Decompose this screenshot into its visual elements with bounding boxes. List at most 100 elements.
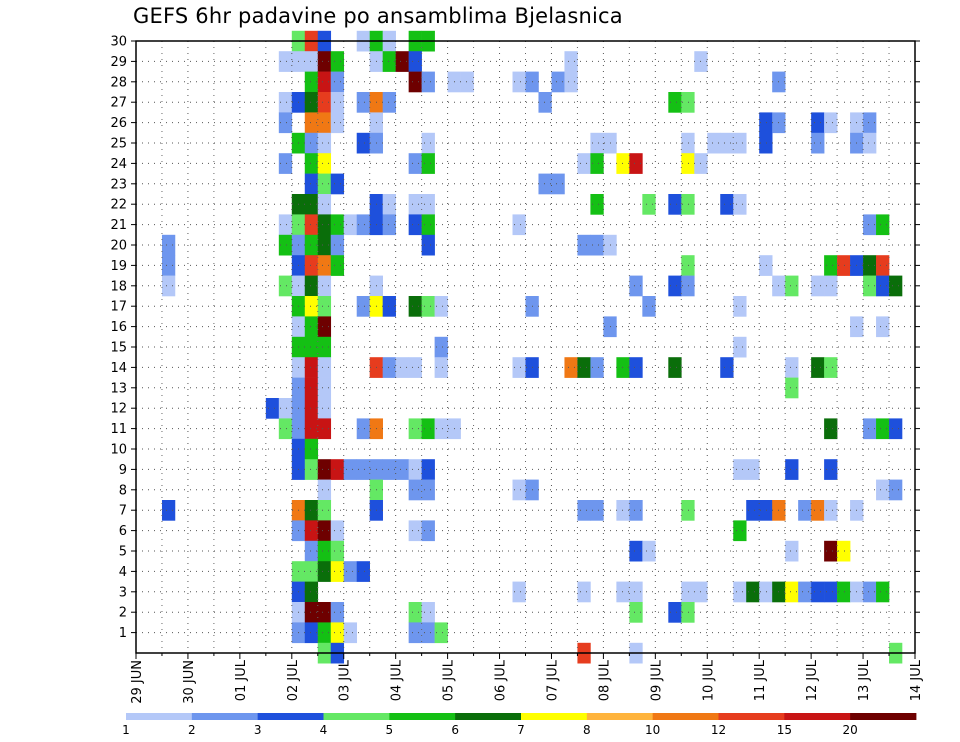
heatmap-cell — [785, 540, 799, 562]
heatmap-cell — [304, 602, 319, 623]
heatmap-cell — [408, 622, 422, 644]
heatmap-cell — [304, 418, 319, 440]
heatmap-cell — [733, 132, 747, 154]
heatmap-cell — [330, 71, 345, 93]
y-tick-label: 30 — [110, 35, 127, 50]
y-tick-label: 11 — [110, 422, 127, 437]
heatmap-cell — [278, 214, 293, 236]
heatmap-cell — [746, 500, 760, 521]
heatmap-cell — [889, 418, 903, 440]
heatmap-cell — [551, 173, 565, 195]
heatmap-cell — [330, 173, 345, 195]
x-tick-label: 05 JUL — [442, 659, 457, 701]
colorbar-label: 2 — [188, 723, 196, 737]
heatmap-cell — [837, 540, 851, 562]
colorbar-swatch — [323, 713, 390, 720]
heatmap-cell — [304, 336, 319, 358]
heatmap-cell — [590, 500, 604, 521]
x-tick-label: 07 JUL — [545, 659, 560, 701]
heatmap-cell — [408, 459, 422, 480]
heatmap-cell — [590, 153, 604, 174]
heatmap-cell — [317, 71, 332, 93]
heatmap-cell — [590, 194, 604, 215]
colorbar-swatch — [521, 713, 588, 720]
heatmap-cell — [317, 194, 332, 215]
heatmap-cell — [317, 561, 332, 582]
heatmap-cell — [304, 398, 319, 419]
heatmap-cell — [824, 418, 838, 440]
heatmap-cell — [317, 316, 332, 338]
heatmap-cell — [798, 500, 812, 521]
heatmap-cell — [304, 173, 319, 195]
heatmap-cell — [876, 255, 890, 276]
colorbar-label: 10 — [645, 723, 660, 737]
heatmap-cell — [577, 500, 591, 521]
heatmap-cell — [668, 357, 682, 378]
heatmap-cell — [317, 336, 332, 358]
heatmap-cell — [759, 255, 773, 276]
heatmap-cell — [304, 296, 319, 317]
y-tick-label: 6 — [119, 524, 127, 539]
y-tick-label: 28 — [110, 75, 127, 90]
heatmap-cell — [681, 581, 695, 603]
heatmap-cell — [668, 275, 682, 297]
heatmap-cell — [421, 194, 435, 215]
heatmap-cell — [889, 275, 903, 297]
colorbar-swatch — [652, 713, 719, 720]
colorbar-label: 12 — [711, 723, 726, 737]
heatmap-cell — [317, 255, 332, 276]
colorbar-label: 4 — [320, 723, 328, 737]
colorbar-label: 8 — [583, 723, 591, 737]
heatmap-cell — [629, 153, 643, 174]
heatmap-cell — [356, 214, 370, 236]
heatmap-cell — [564, 51, 578, 72]
heatmap-cell — [876, 479, 890, 501]
heatmap-cell — [395, 459, 409, 480]
heatmap-cell — [876, 275, 890, 297]
y-tick-label: 7 — [119, 504, 127, 519]
heatmap-cell — [304, 561, 319, 582]
heatmap-cell — [642, 540, 656, 562]
heatmap-cell — [824, 357, 838, 378]
heatmap-cell — [421, 234, 435, 256]
x-tick-label: 12 JUL — [805, 659, 820, 701]
colorbar-swatch — [191, 713, 259, 720]
heatmap-cell — [551, 71, 565, 93]
heatmap-cell — [889, 479, 903, 501]
heatmap-cell — [317, 173, 332, 195]
y-tick-label: 20 — [110, 239, 127, 254]
colorbar: 1 2 3 4 5 6 7 8 10 12 15 20 — [122, 713, 917, 737]
heatmap-cell — [876, 214, 890, 236]
heatmap-cell — [759, 500, 773, 521]
x-tick-label: 29 JUN — [130, 660, 145, 704]
heatmap-cell — [785, 459, 799, 480]
heatmap-cell — [798, 581, 812, 603]
heatmap-cell — [330, 214, 345, 236]
heatmap-cell — [382, 214, 396, 236]
heatmap-cell — [811, 500, 825, 521]
heatmap-cell — [304, 438, 319, 460]
colorbar-swatch — [718, 713, 785, 720]
heatmap-cell — [720, 194, 734, 215]
x-tick-label: 01 JUL — [234, 659, 249, 701]
heatmap-cell — [681, 275, 695, 297]
heatmap-cell — [304, 459, 319, 480]
heatmap-cell — [759, 132, 773, 154]
heatmap-cell — [681, 602, 695, 623]
heatmap-cell — [512, 357, 526, 378]
y-tick-label: 2 — [119, 606, 127, 621]
heatmap-cell — [434, 418, 448, 440]
heatmap-cell — [317, 214, 332, 236]
heatmap-cell — [733, 194, 747, 215]
heatmap-cell — [382, 296, 396, 317]
heatmap-cell — [811, 132, 825, 154]
colorbar-label: 20 — [843, 723, 858, 737]
y-tick-label: 15 — [110, 341, 127, 356]
heatmap-cell — [616, 581, 630, 603]
colorbar-swatch — [850, 713, 917, 720]
heatmap-cell — [824, 500, 838, 521]
heatmap-cell — [343, 622, 358, 644]
heatmap-cell — [317, 92, 332, 113]
heatmap-cell — [460, 71, 474, 93]
heatmap-cell — [421, 153, 435, 174]
